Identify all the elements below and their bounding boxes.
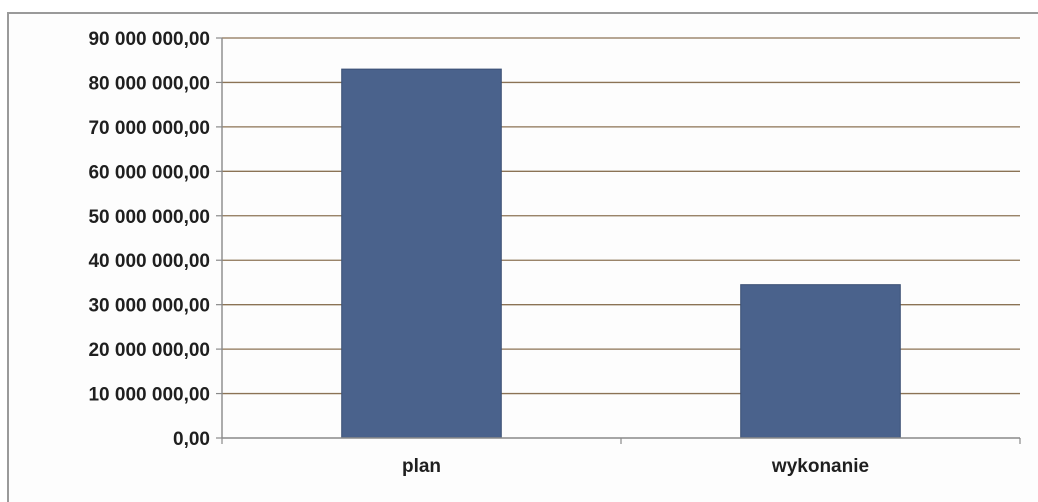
y-tick-label: 70 000 000,00	[88, 118, 210, 139]
y-tick-label: 20 000 000,00	[88, 340, 210, 361]
y-tick-label: 80 000 000,00	[88, 73, 210, 94]
y-tick-label: 90 000 000,00	[88, 29, 210, 50]
bar-chart: 0,00 10 000 000,00 20 000 000,00 30 000 000…	[88, 29, 1021, 477]
x-category-label: plan	[402, 456, 441, 477]
y-tick-label: 10 000 000,00	[88, 385, 210, 406]
y-tick-labels: 0,00 10 000 000,00 20 000 000,00 30 000 000…	[88, 29, 210, 450]
x-category-label: wykonanie	[771, 456, 869, 477]
axes	[216, 37, 1021, 444]
x-category-labels: plan wykonanie	[402, 456, 869, 477]
y-tick-label: 50 000 000,00	[88, 207, 210, 228]
bar-plan	[341, 68, 502, 439]
y-tick-label: 60 000 000,00	[88, 162, 210, 183]
y-tick-label: 0,00	[173, 429, 210, 450]
y-tick-label: 40 000 000,00	[88, 251, 210, 272]
bars	[341, 68, 901, 439]
y-tick-label: 30 000 000,00	[88, 296, 210, 317]
bar-wykonanie	[740, 284, 901, 439]
